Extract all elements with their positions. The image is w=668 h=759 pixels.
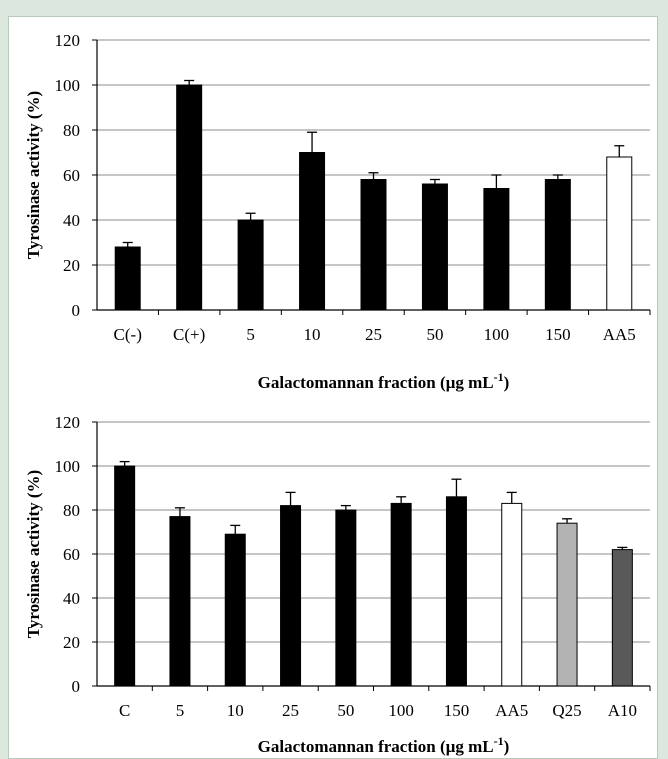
x-axis-title-superscript: -1 (494, 734, 504, 748)
y-tick-label: 0 (72, 301, 81, 320)
bar (114, 465, 136, 687)
bar (421, 183, 448, 311)
y-tick-label: 0 (72, 677, 81, 696)
y-tick-label: 100 (55, 457, 81, 476)
y-tick-label: 100 (55, 76, 81, 95)
y-axis-title: Tyrosinase activity (%) (24, 91, 43, 259)
bar (606, 156, 633, 311)
x-tick-label: 50 (337, 701, 354, 720)
y-tick-label: 120 (55, 31, 81, 50)
x-axis-title-main: Galactomannan fraction (µg mL (258, 737, 494, 756)
y-tick-label: 40 (63, 211, 80, 230)
bar (544, 179, 571, 311)
x-tick-label: 10 (304, 325, 321, 344)
x-tick-label: C (119, 701, 130, 720)
bar (114, 246, 141, 311)
y-axis-title: Tyrosinase activity (%) (24, 470, 43, 638)
x-axis-title-end: ) (504, 373, 510, 392)
y-tick-label: 120 (55, 413, 81, 432)
bar (611, 549, 633, 687)
chart-2: 0 20 40 60 80 100 120 C 5 10 25 50 100 150 AA5 Q25 A10 Ty… (24, 413, 651, 756)
bar (280, 505, 302, 687)
bar (445, 496, 467, 687)
x-tick-label: 100 (484, 325, 510, 344)
bar (360, 179, 387, 311)
x-tick-label: 25 (365, 325, 382, 344)
y-tick-label: 40 (63, 589, 80, 608)
bar (483, 188, 510, 311)
y-tick-label: 60 (63, 166, 80, 185)
bar (299, 152, 326, 311)
x-tick-label: 5 (176, 701, 185, 720)
bar (224, 533, 246, 687)
x-tick-label: C(+) (173, 325, 205, 344)
x-tick-label: 150 (444, 701, 470, 720)
x-tick-label: Q25 (552, 701, 581, 720)
bar (176, 84, 203, 311)
y-tick-label: 20 (63, 633, 80, 652)
x-tick-label: 100 (388, 701, 414, 720)
x-axis-title: Galactomannan fraction (µg mL-1) (258, 734, 510, 756)
bar (556, 522, 578, 687)
x-tick-label: 150 (545, 325, 571, 344)
bar (501, 502, 523, 687)
x-axis-title: Galactomannan fraction (µg mL-1) (258, 370, 510, 392)
x-tick-label: 10 (227, 701, 244, 720)
x-tick-label: AA5 (495, 701, 528, 720)
y-tick-label: 20 (63, 256, 80, 275)
y-tick-label: 80 (63, 121, 80, 140)
x-axis-title-main: Galactomannan fraction (µg mL (258, 373, 494, 392)
x-tick-label: A10 (608, 701, 637, 720)
x-axis-title-superscript: -1 (494, 370, 504, 384)
x-tick-label: 5 (246, 325, 255, 344)
y-tick-label: 80 (63, 501, 80, 520)
x-tick-label: C(-) (114, 325, 142, 344)
bar (169, 516, 191, 687)
bar (390, 502, 412, 687)
y-tick-label: 60 (63, 545, 80, 564)
x-tick-label: 50 (426, 325, 443, 344)
bar (237, 219, 264, 311)
bar (335, 509, 357, 687)
x-tick-label: 25 (282, 701, 299, 720)
x-tick-label: AA5 (603, 325, 636, 344)
chart-1: 0 20 40 60 80 100 120 C(-) C(+) 5 10 25 50 100 150 AA5 T… (24, 31, 651, 392)
x-axis-title-end: ) (504, 737, 510, 756)
